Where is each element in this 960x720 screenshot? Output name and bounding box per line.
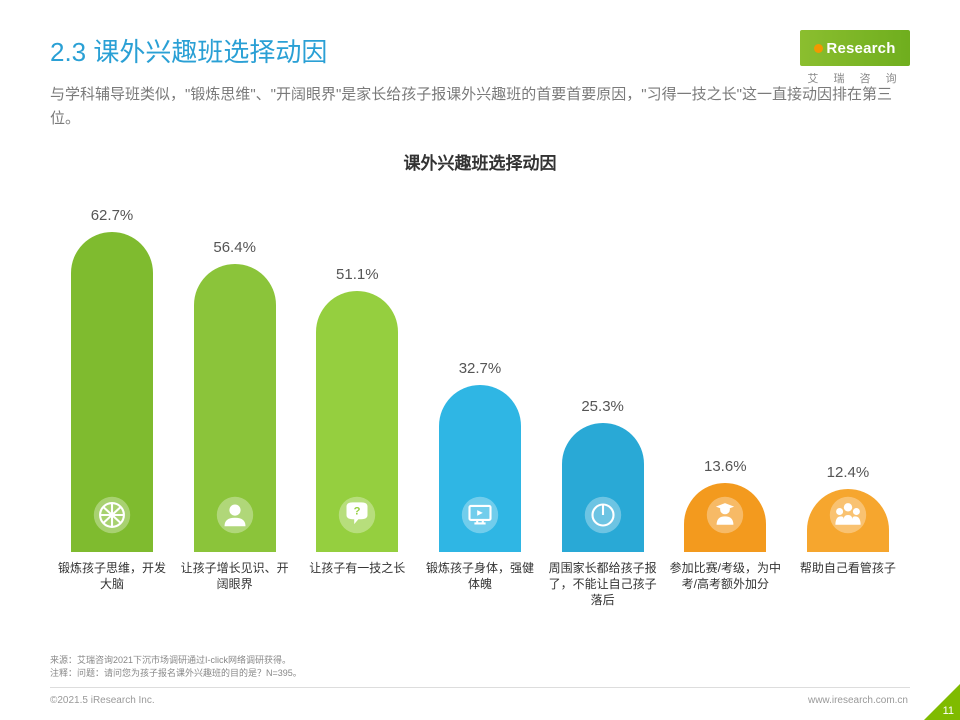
bar-wrap: 12.4%: [790, 464, 906, 552]
logo-text: Research: [826, 40, 895, 57]
bar: [562, 423, 644, 552]
basketball-icon: [85, 488, 139, 542]
x-axis-labels: 锻炼孩子思维，开发大脑让孩子增长见识、开阔眼界让孩子有一技之长锻炼孩子身体，强健…: [50, 560, 910, 609]
copyright: ©2021.5 iResearch Inc.: [50, 695, 155, 706]
bar-value-label: 62.7%: [91, 207, 134, 224]
logo: Research 艾 瑞 咨 询: [800, 30, 910, 86]
x-axis-label: 锻炼孩子身体，强健体魄: [422, 560, 538, 609]
bar-value-label: 51.1%: [336, 266, 379, 283]
site-url: www.iresearch.com.cn: [808, 695, 908, 706]
bar: [807, 489, 889, 552]
source-note: 来源：艾瑞咨询2021下沉市场调研通过I-click网络调研获得。 注释：问题：…: [50, 654, 302, 680]
svg-text:?: ?: [354, 505, 361, 517]
page-title: 2.3 课外兴趣班选择动因: [50, 32, 910, 69]
chart-title: 课外兴趣班选择动因: [50, 149, 910, 174]
student-icon: [698, 488, 752, 542]
bar-value-label: 13.6%: [704, 458, 747, 475]
logo-box: Research: [800, 30, 910, 66]
bar-value-label: 32.7%: [459, 360, 502, 377]
bar-wrap: 62.7%: [54, 207, 170, 552]
question-icon: ?: [330, 488, 384, 542]
user-icon: [208, 488, 262, 542]
bar-wrap: 56.4%: [177, 239, 293, 552]
bar-wrap: 32.7%: [422, 360, 538, 552]
power-icon: [576, 488, 630, 542]
bar-value-label: 56.4%: [213, 239, 256, 256]
x-axis-label: 帮助自己看管孩子: [790, 560, 906, 609]
source-line-2: 注释：问题：请问您为孩子报名课外兴趣班的目的是？N=395。: [50, 667, 302, 680]
x-axis-label: 周围家长都给孩子报了，不能让自己孩子落后: [545, 560, 661, 609]
logo-subtext: 艾 瑞 咨 询: [800, 70, 910, 86]
monitor-icon: [453, 488, 507, 542]
footer-divider: [50, 687, 910, 688]
page-number: 11: [943, 705, 954, 717]
bar: ?: [316, 291, 398, 552]
source-line-1: 来源：艾瑞咨询2021下沉市场调研通过I-click网络调研获得。: [50, 654, 302, 667]
x-axis-label: 参加比赛/考级，为中考/高考额外加分: [667, 560, 783, 609]
bar-chart: 62.7% 56.4% 51.1% ? 32.7% 25.3% 13.6%: [50, 182, 910, 552]
x-axis-label: 让孩子有一技之长: [299, 560, 415, 609]
bar: [194, 264, 276, 552]
page-subtitle: 与学科辅导班类似，"锻炼思维"、"开阔眼界"是家长给孩子报课外兴趣班的首要首要原…: [50, 83, 910, 131]
bar: [439, 385, 521, 552]
bar-value-label: 25.3%: [581, 398, 624, 415]
x-axis-label: 锻炼孩子思维，开发大脑: [54, 560, 170, 609]
x-axis-label: 让孩子增长见识、开阔眼界: [177, 560, 293, 609]
bar: [684, 483, 766, 552]
logo-dot-icon: [814, 44, 823, 53]
group-icon: [821, 488, 875, 542]
bar-value-label: 12.4%: [827, 464, 870, 481]
bar-wrap: 25.3%: [545, 398, 661, 552]
bar-wrap: 13.6%: [667, 458, 783, 552]
bar-wrap: 51.1% ?: [299, 266, 415, 552]
slide-page: Research 艾 瑞 咨 询 2.3 课外兴趣班选择动因 与学科辅导班类似，…: [0, 0, 960, 720]
bar: [71, 232, 153, 552]
